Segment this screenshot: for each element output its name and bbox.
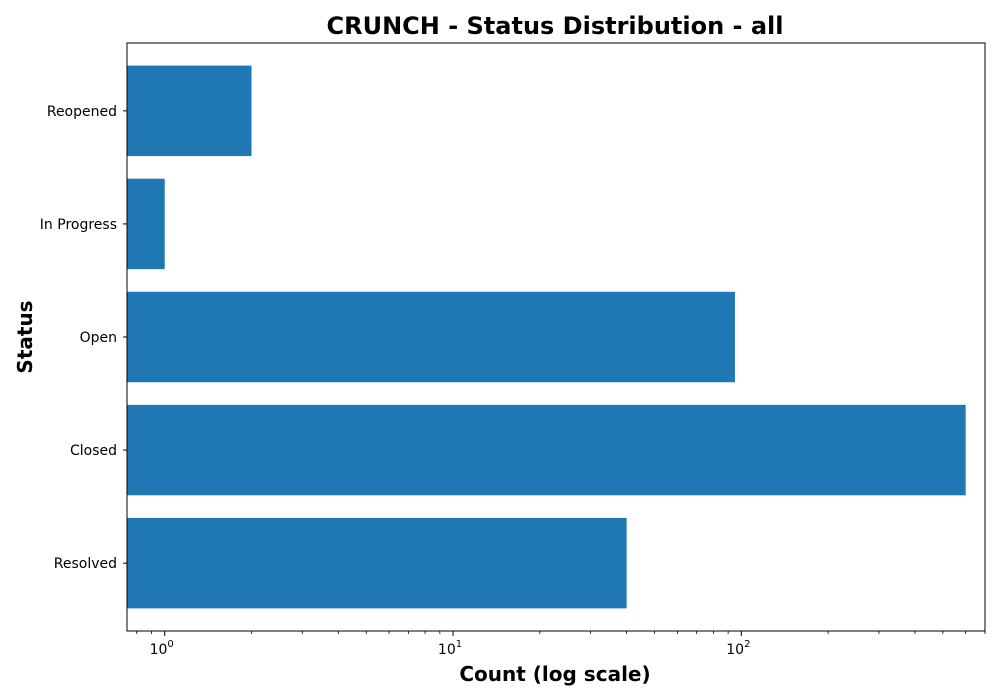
x-axis-label: Count (log scale) <box>459 662 650 686</box>
x-tick-label: 102 <box>726 639 750 658</box>
chart-title: CRUNCH - Status Distribution - all <box>326 12 783 40</box>
bar-resolved <box>127 517 627 609</box>
bars-layer <box>127 65 966 609</box>
x-tick-exponent: 1 <box>456 639 462 650</box>
y-axis-label: Status <box>13 300 37 373</box>
y-axis-ticks: Resolved Closed Open In Progress Reopened <box>40 104 127 572</box>
x-tick-label: 100 <box>150 639 174 658</box>
y-tick-label: In Progress <box>40 217 117 233</box>
y-tick-label: Open <box>80 330 117 346</box>
x-tick-base: 10 <box>726 642 744 658</box>
plot-frame <box>126 42 986 632</box>
x-axis-ticks: 100 101 102 <box>136 631 986 658</box>
x-tick-base: 10 <box>150 642 168 658</box>
x-tick-exponent: 0 <box>167 639 173 650</box>
bar-closed <box>127 404 966 496</box>
bar-open <box>127 291 735 383</box>
y-tick-label: Closed <box>70 443 117 459</box>
y-tick-label: Reopened <box>47 104 117 120</box>
x-tick-exponent: 2 <box>744 639 750 650</box>
bar-reopened <box>127 65 252 157</box>
y-tick-label: Resolved <box>54 556 117 572</box>
x-tick-base: 10 <box>438 642 456 658</box>
bar-in-progress <box>127 178 165 270</box>
x-tick-label: 101 <box>438 639 462 658</box>
